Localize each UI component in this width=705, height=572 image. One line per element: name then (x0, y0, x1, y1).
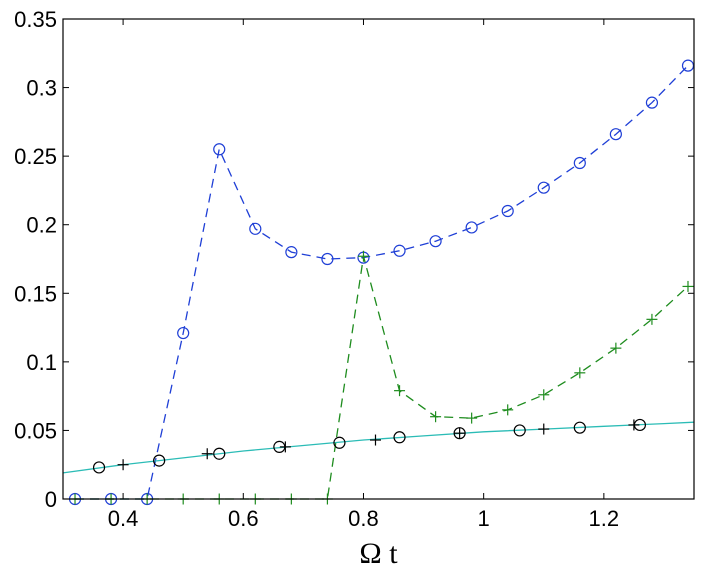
y-tick-label: 0 (45, 487, 57, 512)
y-tick-label: 0.35 (14, 7, 57, 32)
data-point-circle (213, 447, 226, 460)
data-point-circle (92, 461, 106, 474)
x-axis-label: Ω t (359, 537, 398, 570)
data-point-plus (628, 419, 640, 431)
series-line (75, 256, 689, 500)
data-point-circle (501, 204, 514, 218)
data-point-circle (393, 431, 406, 444)
data-point-plus (454, 427, 466, 439)
data-point-plus (201, 448, 213, 460)
data-point-plus (394, 385, 406, 397)
data-point-circle (537, 181, 550, 194)
data-point-circle (333, 436, 346, 449)
data-point-circle (285, 246, 298, 259)
data-point-circle (321, 252, 334, 266)
series-4 (117, 419, 640, 471)
data-point-plus (502, 404, 514, 416)
ticks-layer: 0.4 0.6 0.8 1 1.2 0 0.05 0.1 0.15 0.2 0.25 0.3 0.35 (14, 7, 694, 531)
data-point-circle (465, 221, 478, 234)
series-layer (62, 59, 695, 506)
data-point-circle (429, 235, 442, 248)
data-point-plus (646, 313, 658, 325)
data-point-circle (153, 454, 166, 467)
y-tick-label: 0.2 (26, 213, 57, 238)
y-tick-label: 0.25 (14, 144, 57, 169)
series-1 (69, 250, 694, 505)
data-point-plus (538, 423, 550, 435)
data-point-plus (357, 250, 369, 262)
data-point-plus (430, 411, 442, 423)
data-point-circle (645, 96, 659, 109)
x-tick-label: 0.8 (348, 506, 379, 531)
data-point-circle (393, 244, 406, 257)
data-point-circle (177, 326, 190, 340)
data-point-plus (369, 434, 381, 446)
x-tick-label: 1.2 (589, 506, 620, 531)
data-point-circle (213, 143, 226, 156)
data-point-circle (249, 222, 262, 235)
data-point-plus (279, 441, 291, 453)
y-tick-label: 0.05 (14, 418, 57, 443)
plot-frame (62, 18, 695, 500)
x-tick-label: 0.6 (228, 506, 259, 531)
data-point-plus (117, 459, 129, 471)
data-point-circle (681, 59, 695, 72)
series-line (75, 65, 689, 500)
x-tick-label: 0.4 (108, 506, 139, 531)
y-tick-label: 0.15 (14, 281, 57, 306)
data-point-circle (573, 421, 586, 434)
data-point-circle (573, 156, 586, 170)
data-point-plus (682, 280, 694, 292)
series-3 (92, 418, 647, 474)
data-point-circle (609, 128, 622, 141)
x-tick-label: 1 (478, 506, 490, 531)
data-point-plus (538, 389, 550, 401)
y-tick-label: 0.3 (26, 76, 57, 101)
series-0 (68, 59, 695, 506)
data-point-plus (574, 367, 586, 379)
data-point-plus (610, 342, 622, 354)
data-point-circle (513, 424, 526, 437)
data-point-plus (466, 412, 478, 424)
y-tick-label: 0.1 (26, 350, 57, 375)
